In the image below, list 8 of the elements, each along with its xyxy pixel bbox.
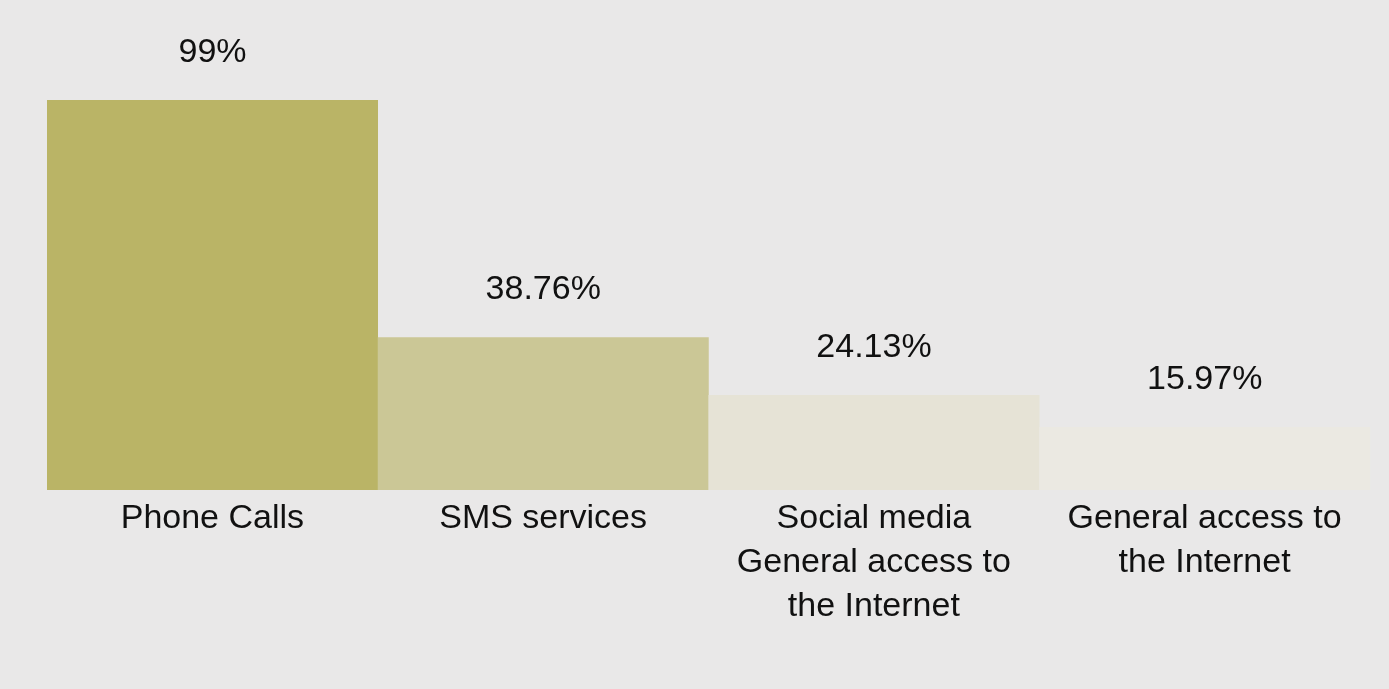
data-label: 38.76% xyxy=(485,268,601,307)
data-label: 24.13% xyxy=(816,325,932,364)
x-tick-label: Social media General access to the Internet xyxy=(736,497,1011,623)
data-label: 15.97% xyxy=(1147,358,1263,397)
x-tick-label: Phone Calls xyxy=(120,497,305,535)
x-tick-label: SMS services xyxy=(439,497,648,535)
x-tick-label: General access to the Internet xyxy=(1067,497,1342,579)
data-label: 99% xyxy=(178,31,247,69)
